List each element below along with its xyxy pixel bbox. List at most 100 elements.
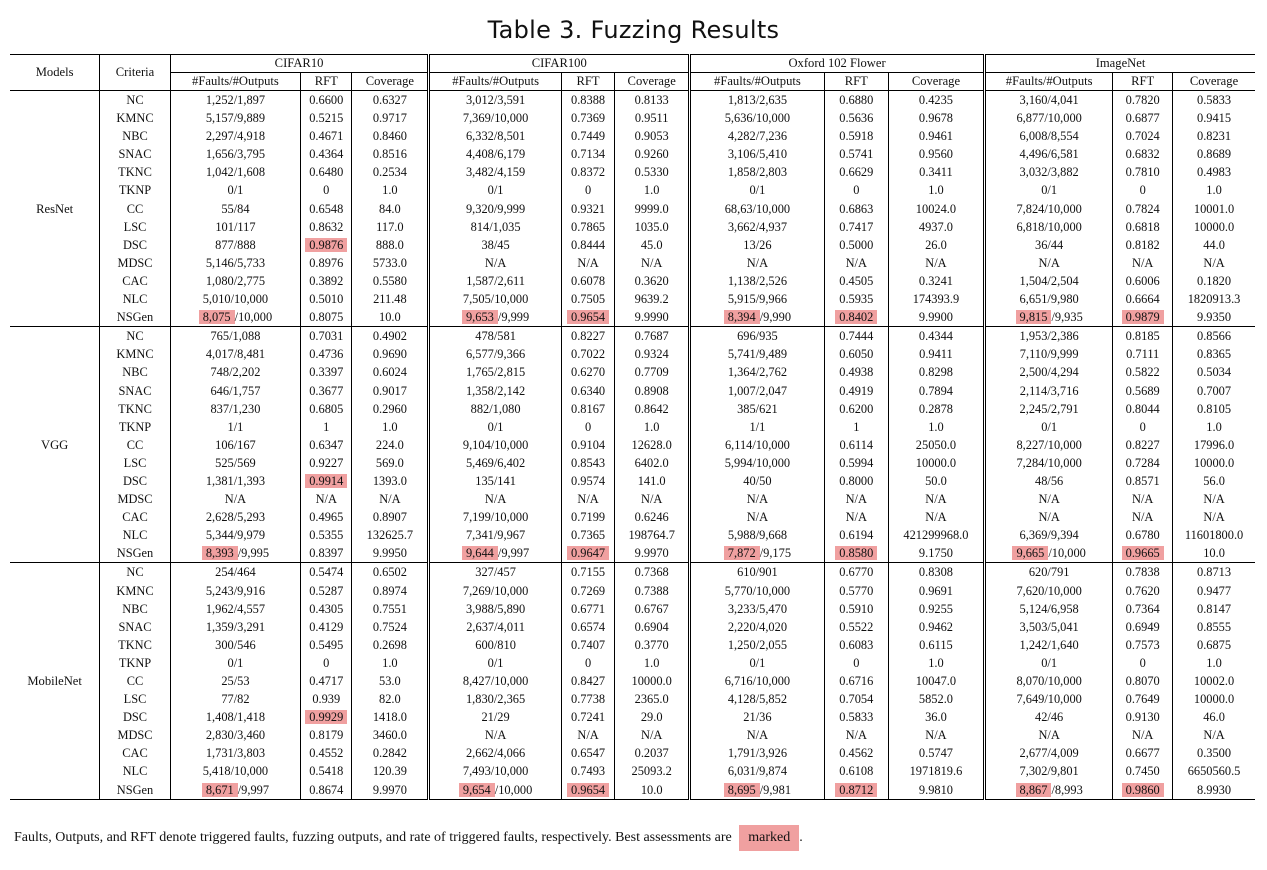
cell-value: 0.7444 xyxy=(839,329,874,344)
cell-value: N/A xyxy=(1132,255,1154,270)
value-cell: 6,332/8,501 xyxy=(428,127,562,146)
value-cell: 0.4671 xyxy=(300,127,353,146)
table-row: NBC 2,297/4,918 0.4671 0.8460 6,332/8,501 0.7… xyxy=(10,127,1255,146)
value-cell: 0.5000 xyxy=(824,235,889,254)
value-cell: 5,010/10,000 xyxy=(170,290,302,309)
value-cell: N/A xyxy=(170,490,302,509)
value-cell: 0.9104 xyxy=(561,435,616,454)
value-cell: 0.7111 xyxy=(1112,345,1174,364)
best-faults-highlight: 9,653 xyxy=(461,310,498,325)
cell-value: 0.7687 xyxy=(634,329,669,344)
cell-value: 0.9130 xyxy=(1125,710,1160,725)
value-cell: 0.9130 xyxy=(1112,708,1174,727)
table-row: NSGen 8,075/10,000 0.8075 10.0 9,653/9,999 0.… xyxy=(10,308,1255,327)
cell-value: 0.7449 xyxy=(571,129,606,144)
cell-value: 1,242/1,640 xyxy=(1019,637,1079,652)
value-cell: 0/1 xyxy=(984,653,1114,672)
cell-value: 1393.0 xyxy=(372,473,407,488)
cell-value: 2,662/4,066 xyxy=(465,746,526,761)
value-cell: 0.2037 xyxy=(614,744,692,763)
cell-value: 0/1 xyxy=(1041,655,1058,670)
value-cell: 610/901 xyxy=(689,562,825,582)
value-cell: 0 xyxy=(300,653,353,672)
value-cell: 1,858/2,803 xyxy=(689,163,825,182)
cell-value: 48/56 xyxy=(1035,473,1064,488)
cell-value: 5,994/10,000 xyxy=(724,455,791,470)
cell-value: 55/84 xyxy=(221,201,250,216)
value-cell: 0.8179 xyxy=(300,726,353,745)
value-cell: 0.6904 xyxy=(614,617,692,636)
table-title: Table 3. Fuzzing Results xyxy=(487,16,780,44)
cell-value: N/A xyxy=(746,492,769,507)
cell-value: 696/935 xyxy=(737,329,778,344)
cell-value: 0.5833 xyxy=(1197,93,1232,107)
value-cell: 7,284/10,000 xyxy=(984,453,1114,472)
criteria-cell: CAC xyxy=(99,508,171,527)
cell-value: 877/888 xyxy=(215,237,256,252)
value-cell: N/A xyxy=(428,253,562,272)
cell-value: 25093.2 xyxy=(631,764,672,779)
value-cell: 0.9717 xyxy=(351,109,431,128)
cell-value: 0.4983 xyxy=(1197,165,1232,180)
subcolumn-header: Coverage xyxy=(888,72,987,91)
value-cell: 0.8182 xyxy=(1112,235,1174,254)
value-cell: 9,665/10,000 xyxy=(984,544,1114,563)
cell-value: 5,344/9,979 xyxy=(205,528,266,543)
outputs-count: /9,990 xyxy=(759,310,792,325)
best-faults-highlight: 7,872 xyxy=(723,546,760,561)
cell-value: 0.9717 xyxy=(372,111,407,126)
cell-value: 0.8713 xyxy=(1197,565,1232,580)
value-cell: 888.0 xyxy=(351,235,431,254)
value-cell: 0.4736 xyxy=(300,345,353,364)
value-cell: 7,269/10,000 xyxy=(428,581,562,600)
cell-value: 0 xyxy=(1139,419,1146,434)
table-row: SNAC 1,656/3,795 0.4364 0.8516 4,408/6,179 0.… xyxy=(10,145,1255,164)
value-cell: 38/45 xyxy=(428,235,562,254)
cell-value: 525/569 xyxy=(215,455,256,470)
value-cell: 117.0 xyxy=(351,217,431,236)
value-cell: 0.7007 xyxy=(1173,382,1255,400)
cell-value: 0.9560 xyxy=(918,147,953,162)
best-value-highlight: 0.9876 xyxy=(305,237,348,252)
value-cell: 0.9678 xyxy=(888,109,987,128)
cell-value: 0.8179 xyxy=(309,728,344,743)
value-cell: 1,250/2,055 xyxy=(689,635,825,654)
table-row: SNAC 1,359/3,291 0.4129 0.7524 2,637/4,011 0.… xyxy=(10,617,1255,636)
value-cell: N/A xyxy=(1173,490,1255,508)
cell-value: 0.5918 xyxy=(839,129,874,144)
criteria-cell: DSC xyxy=(99,471,171,491)
cell-value: 0.7573 xyxy=(1125,637,1160,652)
value-cell: 0.8712 xyxy=(824,780,889,800)
cell-value: 2,500/4,294 xyxy=(1019,365,1079,380)
cell-value: 0.6875 xyxy=(1197,637,1232,652)
value-cell: N/A xyxy=(689,253,825,272)
cell-value: 0.7369 xyxy=(571,111,606,126)
value-cell: 1,962/4,557 xyxy=(170,599,302,618)
cell-value: 0.8075 xyxy=(309,310,344,325)
value-cell: 0.7687 xyxy=(614,326,692,346)
value-cell: N/A xyxy=(689,726,825,745)
value-cell: 5,770/10,000 xyxy=(689,581,825,600)
value-cell: 0.9017 xyxy=(351,381,431,400)
value-cell: 0.6875 xyxy=(1173,636,1255,654)
criteria-cell: TKNP xyxy=(99,181,171,200)
cell-value: 3,032/3,882 xyxy=(1019,165,1079,180)
best-faults-highlight: 8,695 xyxy=(723,782,760,797)
fuzzing-results-table: Models Criteria CIFAR10 CIFAR100 Oxford … xyxy=(10,54,1255,800)
cell-value: 0.4938 xyxy=(839,365,874,380)
value-cell: 1,080/2,775 xyxy=(170,271,302,291)
model-name: ResNet xyxy=(10,90,101,327)
value-cell: 2,297/4,918 xyxy=(170,127,302,146)
value-cell: N/A xyxy=(1173,726,1255,744)
value-cell: N/A xyxy=(888,726,987,745)
cell-value: 0.6327 xyxy=(372,93,407,107)
criteria-cell: KMNC xyxy=(99,109,171,128)
cell-value: 0.4305 xyxy=(309,601,344,616)
cell-value: 77/82 xyxy=(221,692,250,707)
value-cell: N/A xyxy=(824,490,889,509)
cell-value: 8,070/10,000 xyxy=(1016,674,1082,688)
cell-value: 1,042/1,608 xyxy=(205,165,266,180)
value-cell: 5,146/5,733 xyxy=(170,253,302,272)
value-cell: N/A xyxy=(428,490,562,509)
cell-value: 0.6770 xyxy=(839,565,874,580)
